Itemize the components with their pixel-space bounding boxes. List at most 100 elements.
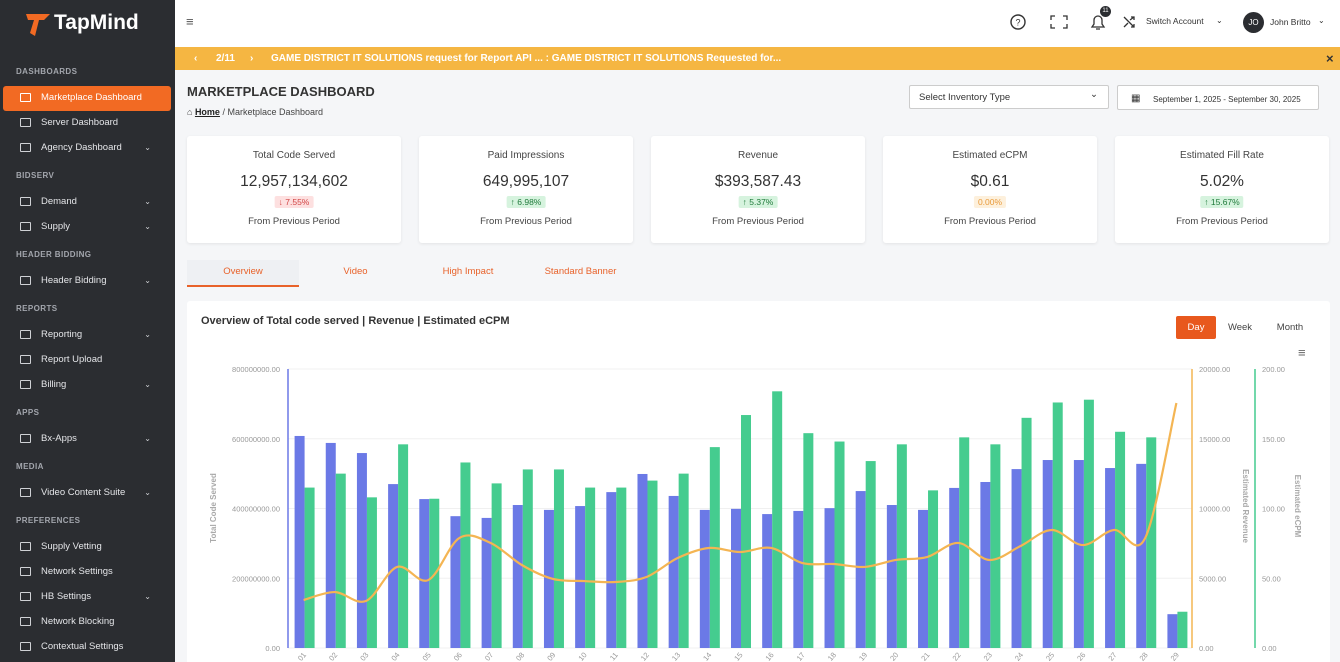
caret: ⌄ [1318, 16, 1325, 25]
user-name[interactable]: John Britto [1270, 17, 1311, 27]
nav-item[interactable]: Video Content Suite ⌄ [3, 481, 171, 506]
stat-value: 12,957,134,602 [240, 173, 348, 190]
bar [1136, 463, 1147, 648]
breadcrumb-current: / Marketplace Dashboard [222, 107, 324, 117]
nav-section: BIDSERV [16, 171, 55, 180]
nav-item[interactable]: Billing ⌄ [3, 373, 171, 398]
notification-badge: 11 [1100, 6, 1111, 17]
close[interactable]: × [1326, 51, 1334, 66]
tab[interactable]: High Impact [442, 266, 494, 277]
bar [1167, 614, 1178, 648]
x-tick-label: 07 [483, 651, 495, 662]
x-tick-label: 28 [1138, 651, 1150, 662]
nav-item[interactable]: HB Settings ⌄ [3, 585, 171, 610]
bar [637, 473, 648, 648]
tab[interactable]: Overview [187, 260, 299, 287]
x-tick-label: 16 [763, 651, 775, 662]
nav-arrow: ⌄ [144, 434, 151, 443]
nav-section: HEADER BIDDING [16, 250, 92, 259]
axis-title: Estimated eCPM [1293, 475, 1302, 538]
tick-label: 400000000.00 [232, 505, 280, 514]
nav-item[interactable]: Server Dashboard [3, 111, 171, 136]
stat-change: ↑ 6.98% [506, 196, 546, 208]
tick-label: 100.00 [1262, 505, 1285, 514]
stat-footer: From Previous Period [480, 216, 572, 227]
nav-label: Supply Vetting [41, 541, 102, 552]
bar [575, 506, 586, 648]
nav-section: PREFERENCES [16, 516, 81, 525]
bar [699, 509, 710, 648]
stat-footer: From Previous Period [712, 216, 804, 227]
top-icons: ? [1010, 14, 1135, 30]
stat-change-value: 7.55% [285, 197, 310, 207]
nav-arrow: ⌄ [144, 197, 151, 206]
brand: TapMind [54, 11, 139, 34]
next[interactable]: › [250, 53, 254, 64]
nav-icon [20, 276, 31, 285]
avatar[interactable]: JO [1243, 12, 1264, 33]
nav-item[interactable]: Header Bidding ⌄ [3, 269, 171, 294]
bar [325, 442, 336, 648]
chart-menu[interactable]: ≡ [1298, 345, 1306, 360]
nav-item[interactable]: Network Settings [3, 560, 171, 585]
nav-section: REPORTS [16, 304, 58, 313]
nav-label: Network Settings [41, 566, 113, 577]
axis-title: Estimated Revenue [1241, 469, 1250, 543]
nav-item[interactable]: Network Blocking [3, 610, 171, 635]
nav-icon [20, 222, 31, 231]
menu-toggle[interactable]: ≡ [186, 14, 194, 29]
bar [990, 444, 1001, 648]
bar [1052, 402, 1063, 648]
period-button[interactable]: Week [1227, 322, 1253, 333]
nav-arrow: ⌄ [144, 330, 151, 339]
nav-item[interactable]: Bx-Apps ⌄ [3, 427, 171, 452]
nav-item[interactable]: Agency Dashboard ⌄ [3, 136, 171, 161]
bar [356, 453, 367, 648]
bar [304, 487, 315, 648]
nav-item[interactable]: Report Upload [3, 348, 171, 373]
date-picker[interactable]: ▦ September 1, 2025 - September 30, 2025 [1117, 85, 1319, 110]
stat-label: Estimated Fill Rate [1180, 150, 1264, 161]
nav-item[interactable]: Demand ⌄ [3, 190, 171, 215]
nav-item[interactable]: Supply Vetting [3, 535, 171, 560]
stat-value: 5.02% [1200, 173, 1244, 190]
x-tick-label: 29 [1169, 651, 1181, 662]
bar [450, 516, 461, 648]
stat-value: $0.61 [970, 173, 1010, 190]
x-tick-label: 11 [608, 651, 620, 662]
switch-account[interactable]: Switch Account [1146, 16, 1204, 26]
stat-footer: From Previous Period [248, 216, 340, 227]
nav-arrow: ⌄ [144, 592, 151, 601]
period-button[interactable]: Day [1176, 316, 1216, 339]
nav-icon [20, 434, 31, 443]
nav-label: Marketplace Dashboard [41, 92, 142, 103]
stat-change-value: 6.98% [517, 197, 542, 207]
stat-change: ↓ 7.55% [274, 196, 314, 208]
breadcrumb-home[interactable]: Home [194, 107, 220, 117]
bar [491, 483, 502, 648]
bar [772, 391, 783, 648]
period-button[interactable]: Month [1276, 322, 1304, 333]
prev[interactable]: ‹ [194, 53, 198, 64]
inventory-select[interactable]: Select Inventory Type ⌄ [909, 85, 1109, 109]
nav-item[interactable]: Marketplace Dashboard [3, 86, 171, 111]
x-tick-label: 20 [888, 651, 900, 662]
tick-label: 50.00 [1262, 574, 1281, 583]
stat-change-value: 15.67% [1210, 197, 1240, 207]
nav-item[interactable]: Reporting ⌄ [3, 323, 171, 348]
x-tick-label: 13 [670, 651, 682, 662]
bar [803, 433, 814, 648]
stat-change-value: 5.37% [749, 197, 774, 207]
tab[interactable]: Video [343, 266, 368, 277]
nav-item[interactable]: Contextual Settings [3, 635, 171, 660]
x-tick-label: 17 [795, 651, 807, 662]
line [303, 402, 1178, 603]
tab[interactable]: Standard Banner [544, 266, 617, 277]
bar [1083, 399, 1094, 648]
nav-label: Reporting [41, 329, 83, 340]
date-range: September 1, 2025 - September 30, 2025 [1153, 95, 1301, 104]
nav-item[interactable]: Supply ⌄ [3, 215, 171, 240]
nav-label: Video Content Suite [41, 487, 126, 498]
nav-arrow: ⌄ [144, 380, 151, 389]
